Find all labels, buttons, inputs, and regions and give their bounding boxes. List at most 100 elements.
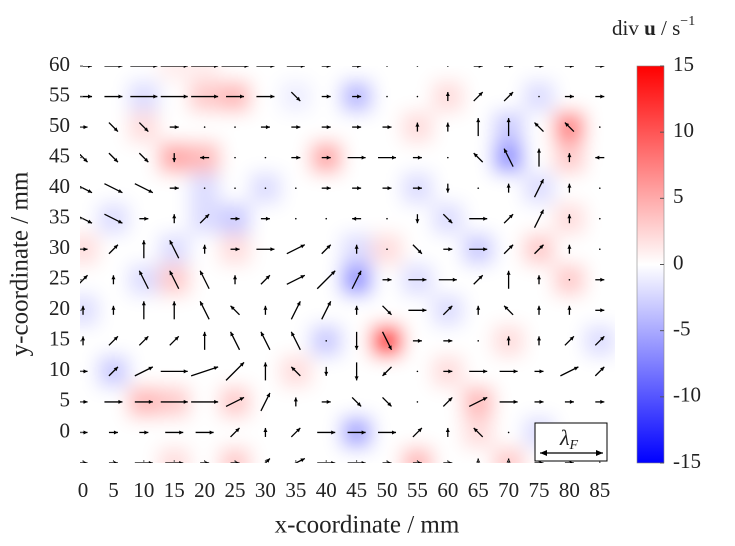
vector-head — [506, 336, 511, 341]
vector-arrow — [317, 430, 336, 435]
vector-head — [600, 366, 605, 372]
vector-head — [422, 277, 427, 282]
vector-dot — [507, 431, 510, 434]
vector-head — [478, 66, 483, 68]
vector-arrow — [412, 155, 422, 160]
vector-arrow — [442, 305, 453, 316]
vector-arrow — [473, 91, 484, 102]
vector-head — [172, 158, 177, 163]
vector-arrow — [139, 430, 149, 435]
vector-head — [113, 157, 118, 163]
vector-arrow — [104, 399, 123, 404]
vector-arrow — [104, 94, 123, 99]
vector-arrow — [165, 461, 184, 463]
heatmap-cell — [128, 447, 160, 463]
vector-arrow — [567, 183, 572, 193]
vector-arrow — [538, 95, 540, 98]
vector-head — [569, 399, 574, 404]
vector-dot — [234, 187, 236, 189]
vector-dot — [599, 248, 601, 251]
vector-head — [296, 427, 301, 433]
heatmap-cell — [80, 203, 99, 234]
vector-arrow — [130, 66, 158, 68]
vector-head — [270, 247, 275, 252]
vector-arrow — [234, 126, 236, 128]
vector-head — [417, 155, 422, 160]
vector-arrow — [382, 366, 392, 377]
vector-head — [448, 397, 453, 402]
vector-head — [569, 66, 574, 68]
heatmap-cell — [250, 447, 281, 463]
vector-head — [230, 331, 235, 337]
colorbar-tick-label: 10 — [673, 118, 694, 142]
vector-arrow — [321, 66, 331, 68]
vector-arrow — [264, 187, 267, 189]
vector-head — [354, 376, 359, 381]
heatmap-cell — [80, 295, 99, 326]
vector-arrow — [503, 91, 514, 102]
vector-arrow — [141, 301, 146, 320]
vector-head — [417, 186, 422, 191]
vector-arrow — [534, 66, 544, 68]
axes: 0 5 10 15 20 25 30 35 40 45 50 55 60 65 70 75 80 85051015… — [49, 52, 701, 502]
vector-arrow — [567, 244, 572, 254]
vector-head — [213, 366, 219, 371]
vector-dot — [386, 66, 388, 67]
heatmap-cell — [554, 66, 585, 82]
heatmap-cell — [80, 325, 99, 357]
vector-head — [415, 219, 420, 224]
vector-head — [567, 305, 572, 310]
vector-head — [88, 94, 93, 99]
vector-arrow — [595, 94, 605, 99]
vector-head — [508, 214, 514, 219]
vector-arrow — [534, 244, 544, 255]
vector-head — [214, 94, 219, 99]
y-tick-label: 25 — [49, 266, 70, 290]
vector-head — [214, 399, 219, 404]
x-tick-label: 35 — [285, 478, 306, 502]
vector-arrow — [564, 335, 575, 346]
vector-head — [537, 148, 542, 153]
vector-arrow — [263, 362, 268, 381]
vector-head — [326, 399, 331, 404]
vector-arrow — [260, 274, 271, 285]
vector-head — [270, 66, 275, 68]
vector-head — [448, 369, 453, 374]
vector-head — [387, 461, 392, 463]
vector-head — [183, 369, 188, 374]
vector-arrow — [595, 308, 605, 313]
vector-head — [83, 461, 88, 463]
vector-head — [539, 179, 544, 184]
vector-arrow — [595, 66, 605, 68]
vector-arrow — [172, 214, 177, 224]
vector-head — [473, 427, 478, 433]
heatmap-cell — [80, 111, 99, 143]
heatmap-cell — [128, 66, 160, 82]
heatmap-cell — [402, 66, 433, 82]
vector-head — [600, 277, 605, 282]
y-tick-label: 50 — [49, 113, 70, 137]
vector-head — [291, 366, 296, 372]
vector-head — [83, 430, 88, 435]
y-tick-label: 55 — [49, 82, 70, 106]
vector-arrow — [378, 430, 397, 435]
vector-head — [118, 399, 123, 404]
vector-arrow — [412, 427, 423, 438]
vector-head — [473, 153, 478, 158]
vector-head — [448, 218, 453, 224]
vector-head — [361, 155, 366, 160]
vector-head — [81, 336, 86, 341]
vector-arrow — [564, 94, 574, 99]
vector-arrow — [382, 461, 392, 463]
vector-arrow — [442, 396, 453, 407]
vector-arrow — [594, 335, 605, 346]
heatmap-cell — [80, 172, 99, 204]
vector-head — [139, 270, 143, 276]
vector-arrow — [378, 155, 397, 160]
vector-head — [326, 125, 331, 130]
colorbar-label-unit: / s — [661, 16, 680, 40]
vector-arrow — [599, 126, 601, 128]
vector-head — [354, 305, 359, 310]
vector-arrow — [138, 152, 149, 163]
vector-head — [354, 345, 359, 350]
